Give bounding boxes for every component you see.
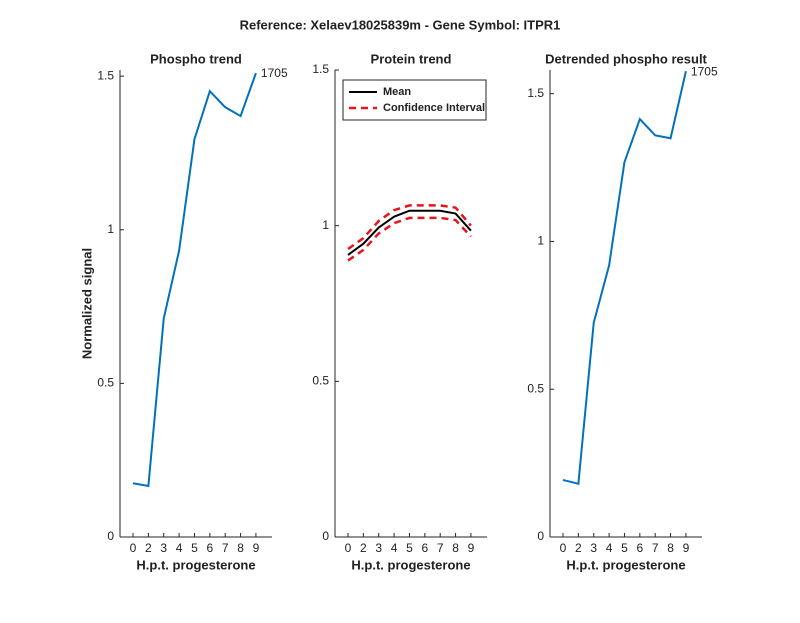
y-tick-label: 1 (537, 234, 544, 248)
y-tick-label: 1.5 (97, 68, 114, 82)
x-tick-label: 4 (176, 541, 183, 555)
x-tick-label: 4 (606, 541, 613, 555)
x-tick-label: 3 (590, 541, 597, 555)
y-tick-label: 0.5 (527, 381, 544, 395)
x-tick-label: 9 (683, 541, 690, 555)
line (132, 72, 257, 488)
axis-title: Detrended phospho result (545, 51, 707, 66)
legend-label: Mean (383, 86, 411, 98)
x-axis-label: H.p.t. progesterone (566, 557, 685, 572)
x-tick-label: 3 (160, 541, 167, 555)
y-tick-label: 1 (322, 218, 329, 232)
x-tick-label: 9 (253, 541, 260, 555)
figure-title: Reference: Xelaev18025839m - Gene Symbol… (240, 17, 561, 32)
x-tick-label: 0 (130, 541, 137, 555)
x-axis-label: H.p.t. progesterone (136, 557, 255, 572)
x-tick-label: 5 (406, 541, 413, 555)
point-annotation: 1705 (691, 64, 718, 78)
x-tick-label: 7 (437, 541, 444, 555)
x-tick-label: 6 (421, 541, 428, 555)
axis-title: Protein trend (371, 51, 452, 66)
y-tick-label: 0.5 (312, 374, 329, 388)
y-tick-label: 1.5 (312, 62, 329, 76)
x-tick-label: 7 (652, 541, 659, 555)
y-tick-label: 0 (537, 529, 544, 543)
x-tick-label: 9 (468, 541, 475, 555)
y-tick-label: 1 (107, 222, 114, 236)
line (347, 209, 472, 256)
line (347, 204, 472, 251)
x-axis-label: H.p.t. progesterone (351, 557, 470, 572)
x-tick-label: 2 (145, 541, 152, 555)
x-tick-label: 6 (636, 541, 643, 555)
x-tick-label: 8 (452, 541, 459, 555)
legend-box (342, 79, 487, 121)
x-tick-label: 8 (667, 541, 674, 555)
y-tick-label: 0.5 (97, 376, 114, 390)
line (562, 70, 687, 486)
y-tick-label: 0 (107, 529, 114, 543)
x-tick-label: 6 (206, 541, 213, 555)
x-tick-label: 5 (191, 541, 198, 555)
y-tick-label: 1.5 (527, 86, 544, 100)
x-tick-label: 8 (237, 541, 244, 555)
x-tick-label: 5 (621, 541, 628, 555)
y-tick-label: 0 (322, 529, 329, 543)
y-axis-label: Normalized signal (79, 248, 94, 359)
legend-label: Confidence Interval (383, 102, 485, 114)
x-tick-label: 0 (345, 541, 352, 555)
x-tick-label: 2 (360, 541, 367, 555)
line-lower (347, 216, 472, 262)
x-tick-label: 2 (575, 541, 582, 555)
x-tick-label: 4 (391, 541, 398, 555)
point-annotation: 1705 (261, 66, 288, 80)
axis-title: Phospho trend (150, 51, 242, 66)
x-tick-label: 0 (560, 541, 567, 555)
x-tick-label: 3 (375, 541, 382, 555)
x-tick-label: 7 (222, 541, 229, 555)
